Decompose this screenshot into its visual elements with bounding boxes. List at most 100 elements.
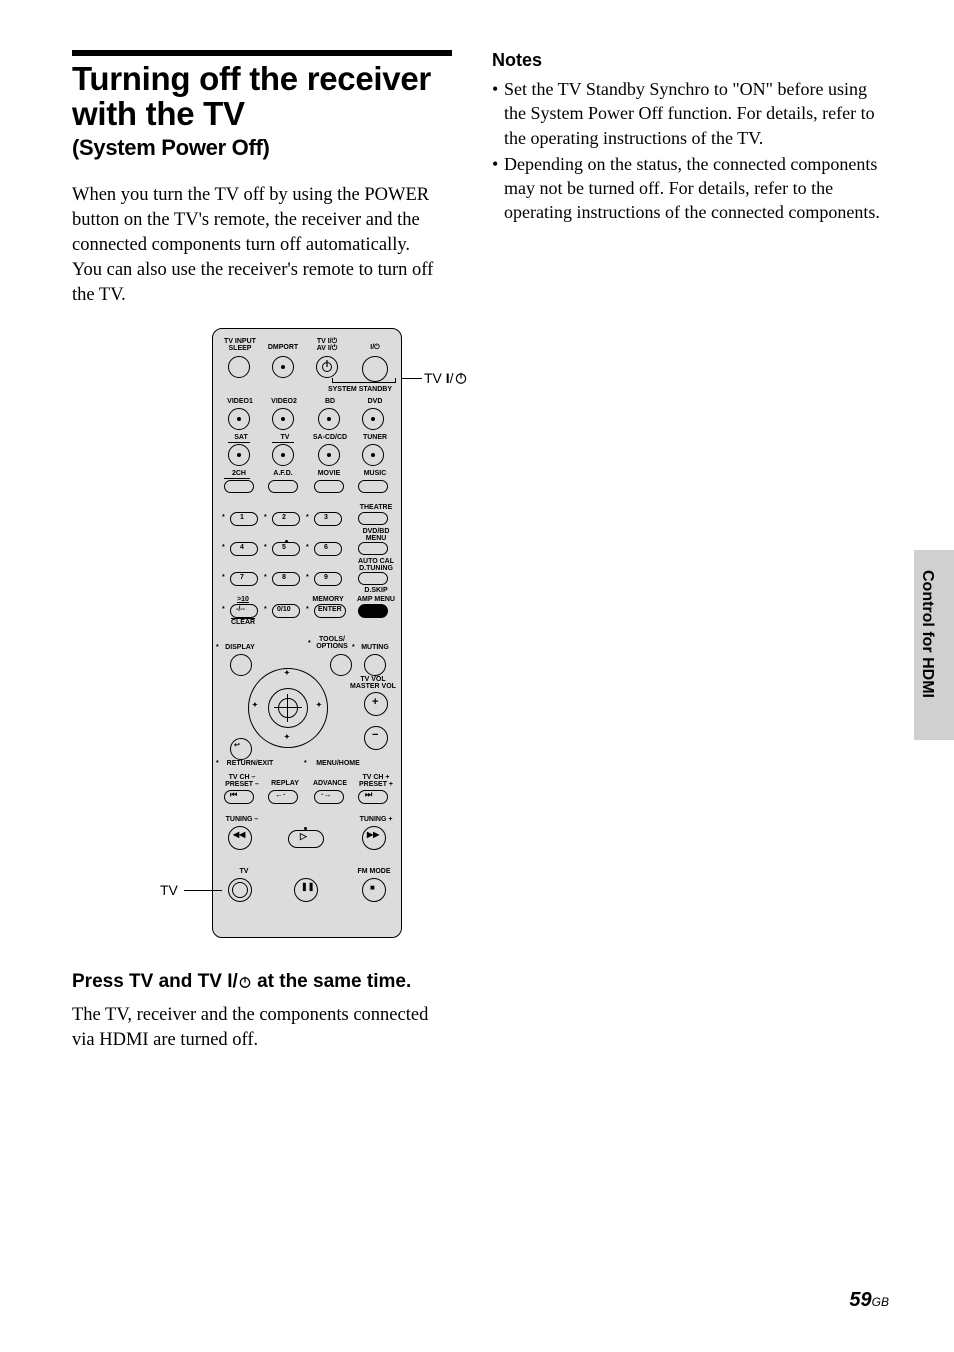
- arrow-right: ✦: [316, 702, 322, 709]
- lbl-replay: REPLAY: [268, 780, 302, 787]
- replay-icon: ←·: [275, 791, 286, 799]
- lbl-num9: 9: [324, 574, 328, 581]
- lbl-music: MUSIC: [360, 470, 390, 477]
- play-icon: ▷: [300, 832, 307, 841]
- lbl-fmmode: FM MODE: [354, 868, 394, 875]
- btn-theatre: [358, 512, 388, 525]
- btn-tvinput: [228, 356, 250, 378]
- power-icon: [238, 972, 252, 986]
- lbl-sacd: SA-CD/CD: [310, 434, 350, 441]
- lbl-num4: 4: [240, 544, 244, 551]
- btn-num-8: [272, 572, 300, 586]
- lbl-tv: TV: [276, 434, 294, 441]
- lbl-tvavpower: TV I/⏻AV I/⏻: [310, 338, 344, 353]
- pause-icon: ❚❚: [301, 883, 314, 891]
- ast-10: *: [222, 606, 225, 613]
- lbl-sat: SAT: [230, 434, 252, 441]
- bracket-r: [395, 378, 396, 382]
- lbl-movie: MOVIE: [314, 470, 344, 477]
- btn-dvd: [362, 408, 384, 430]
- lbl-num6: 6: [324, 544, 328, 551]
- lbl-dashdash: -/--: [236, 606, 245, 613]
- lbl-num2: 2: [282, 514, 286, 521]
- notes-heading: Notes: [492, 50, 889, 71]
- ast-010: *: [264, 606, 267, 613]
- ast-3: *: [306, 514, 309, 521]
- ff-icon: ▶▶: [367, 831, 379, 839]
- btn-power: [362, 356, 388, 382]
- page-number-value: 59: [849, 1289, 871, 1311]
- btn-num-6: [314, 542, 342, 556]
- lbl-num3: 3: [324, 514, 328, 521]
- lbl-tvinput: TV INPUT SLEEP: [222, 338, 258, 353]
- ast-1: *: [222, 514, 225, 521]
- ast-8: *: [264, 574, 267, 581]
- lbl-enter: ENTER: [318, 606, 342, 613]
- lbl-2ch: 2CH: [228, 470, 250, 477]
- callout-tv-power: TV I/⏻TV I/: [424, 370, 468, 386]
- btn-num-4: [230, 542, 258, 556]
- bracket-l: [332, 378, 333, 382]
- arrow-up: ✦: [284, 670, 290, 677]
- ast-9: *: [306, 574, 309, 581]
- btn-num-3: [314, 512, 342, 526]
- btn-music: [358, 480, 388, 493]
- callout-tv: TV: [160, 882, 178, 898]
- btn-dmport: [272, 356, 294, 378]
- page-number: 59GB: [849, 1289, 889, 1312]
- btn-2ch: [224, 480, 254, 493]
- btn-num-2: [272, 512, 300, 526]
- dir-cross-h: [274, 707, 302, 708]
- ast-menu: *: [304, 760, 307, 767]
- prev-icon: ⏮: [230, 791, 237, 799]
- lbl-muting: MUTING: [358, 644, 392, 651]
- lbl-display: DISPLAY: [222, 644, 258, 651]
- ast-4: *: [222, 544, 225, 551]
- btn-movie: [314, 480, 344, 493]
- lbl-tuner: TUNER: [360, 434, 390, 441]
- instr-post: at the same time.: [252, 971, 411, 992]
- note-item: Depending on the status, the connected c…: [492, 152, 889, 225]
- btn-prev: [224, 790, 254, 804]
- ast-7: *: [222, 574, 225, 581]
- lbl-gt10: >10: [230, 596, 256, 603]
- instr-pre: Press TV and TV: [72, 971, 227, 992]
- lbl-advance: ADVANCE: [310, 780, 350, 787]
- lbl-tools: TOOLS/ OPTIONS: [314, 636, 350, 651]
- title-rule: [72, 50, 452, 56]
- lbl-num1: 1: [240, 514, 244, 521]
- btn-tools: [330, 654, 352, 676]
- lbl-dmport: DMPORT: [266, 344, 300, 351]
- ast-6: *: [306, 544, 309, 551]
- btn-display: [230, 654, 252, 676]
- ast-return: *: [216, 760, 219, 767]
- btn-muting: [364, 654, 386, 676]
- lbl-0-10: 0/10: [277, 606, 291, 613]
- vol-plus: +: [372, 697, 378, 709]
- remote-diagram: TV I/⏻TV I/ TV TV INPUT SLEEP DMPORT TV …: [72, 328, 412, 948]
- lbl-num5: 5: [282, 544, 286, 551]
- lbl-autocal: AUTO CAL D.TUNING: [354, 558, 398, 573]
- title-line2: with the TV: [72, 95, 245, 132]
- lbl-memory: MEMORY: [310, 596, 346, 603]
- lbl-return: RETURN/EXIT: [222, 760, 278, 767]
- side-tab-label: Control for HDMI: [918, 570, 936, 698]
- direction-center: [278, 698, 298, 718]
- lbl-video2: VIDEO2: [268, 398, 300, 405]
- title-line1: Turning off the receiver: [72, 60, 431, 97]
- btn-num-7: [230, 572, 258, 586]
- btn-dvdbdmenu: [358, 542, 388, 555]
- ast-display: *: [216, 644, 219, 651]
- lbl-dskip: D.SKIP: [360, 587, 392, 594]
- btn-video1: [228, 408, 250, 430]
- next-icon: ⏭: [365, 791, 372, 799]
- u-sat: [228, 442, 250, 443]
- callout-line-tvpower: [402, 378, 422, 379]
- arrow-left: ✦: [252, 702, 258, 709]
- rw-icon: ◀◀: [233, 831, 245, 839]
- btn-autocal: [358, 572, 388, 585]
- btn-ampmenu: [358, 604, 388, 618]
- ast-muting: *: [352, 644, 355, 651]
- tvavpower-icon: [321, 359, 333, 373]
- callout-line-tv: [184, 890, 222, 891]
